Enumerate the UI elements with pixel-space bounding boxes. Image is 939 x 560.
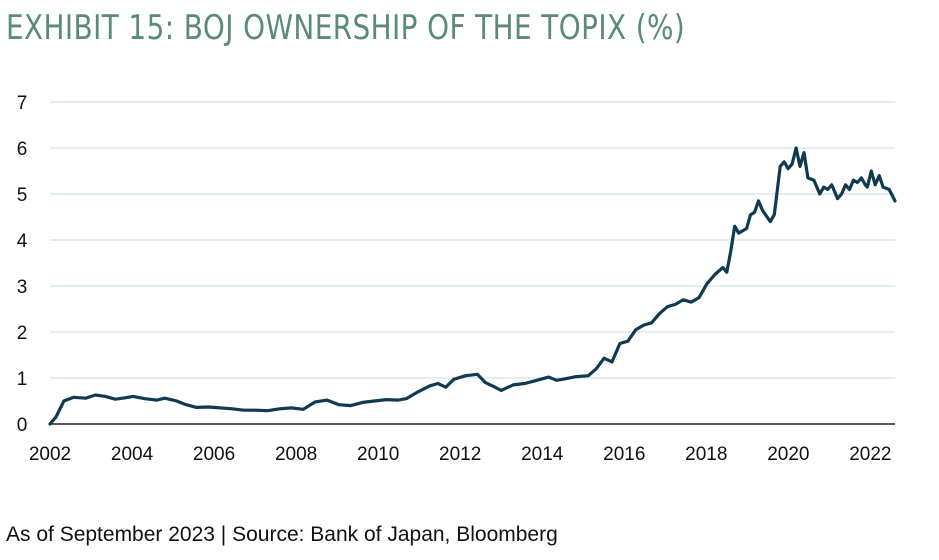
y-tick-label: 4 [17, 231, 28, 252]
y-tick-label: 0 [17, 415, 28, 436]
boj-ownership-line [48, 146, 897, 426]
y-tick-label: 7 [17, 93, 28, 114]
x-axis-ticks: 2002 2004 2006 2008 2010 2012 2014 2016 2018 2020… [29, 444, 892, 465]
x-tick-label: 2010 [357, 444, 399, 465]
y-tick-label: 3 [17, 277, 28, 298]
x-tick-label: 2002 [29, 444, 71, 465]
x-tick-label: 2016 [603, 444, 645, 465]
y-tick-label: 6 [17, 139, 28, 160]
x-tick-label: 2012 [439, 444, 481, 465]
x-tick-label: 2004 [111, 444, 154, 465]
y-tick-label: 5 [17, 185, 28, 206]
gridlines [50, 101, 895, 379]
x-tick-label: 2022 [849, 444, 891, 465]
x-tick-label: 2018 [685, 444, 727, 465]
line-chart: 0 1 2 3 4 5 6 7 2002 2004 2006 2008 2010 2012 2014 201… [17, 93, 897, 465]
y-tick-label: 2 [17, 323, 28, 344]
x-tick-label: 2008 [275, 444, 317, 465]
chart-title: EXHIBIT 15: BOJ OWNERSHIP OF THE TOPIX (… [6, 8, 686, 48]
footnote: As of September 2023 | Source: Bank of J… [6, 523, 558, 546]
x-tick-label: 2020 [767, 444, 809, 465]
x-tick-label: 2014 [521, 444, 564, 465]
x-tick-label: 2006 [193, 444, 235, 465]
y-tick-label: 1 [17, 369, 28, 390]
y-axis-ticks: 0 1 2 3 4 5 6 7 [17, 93, 28, 436]
